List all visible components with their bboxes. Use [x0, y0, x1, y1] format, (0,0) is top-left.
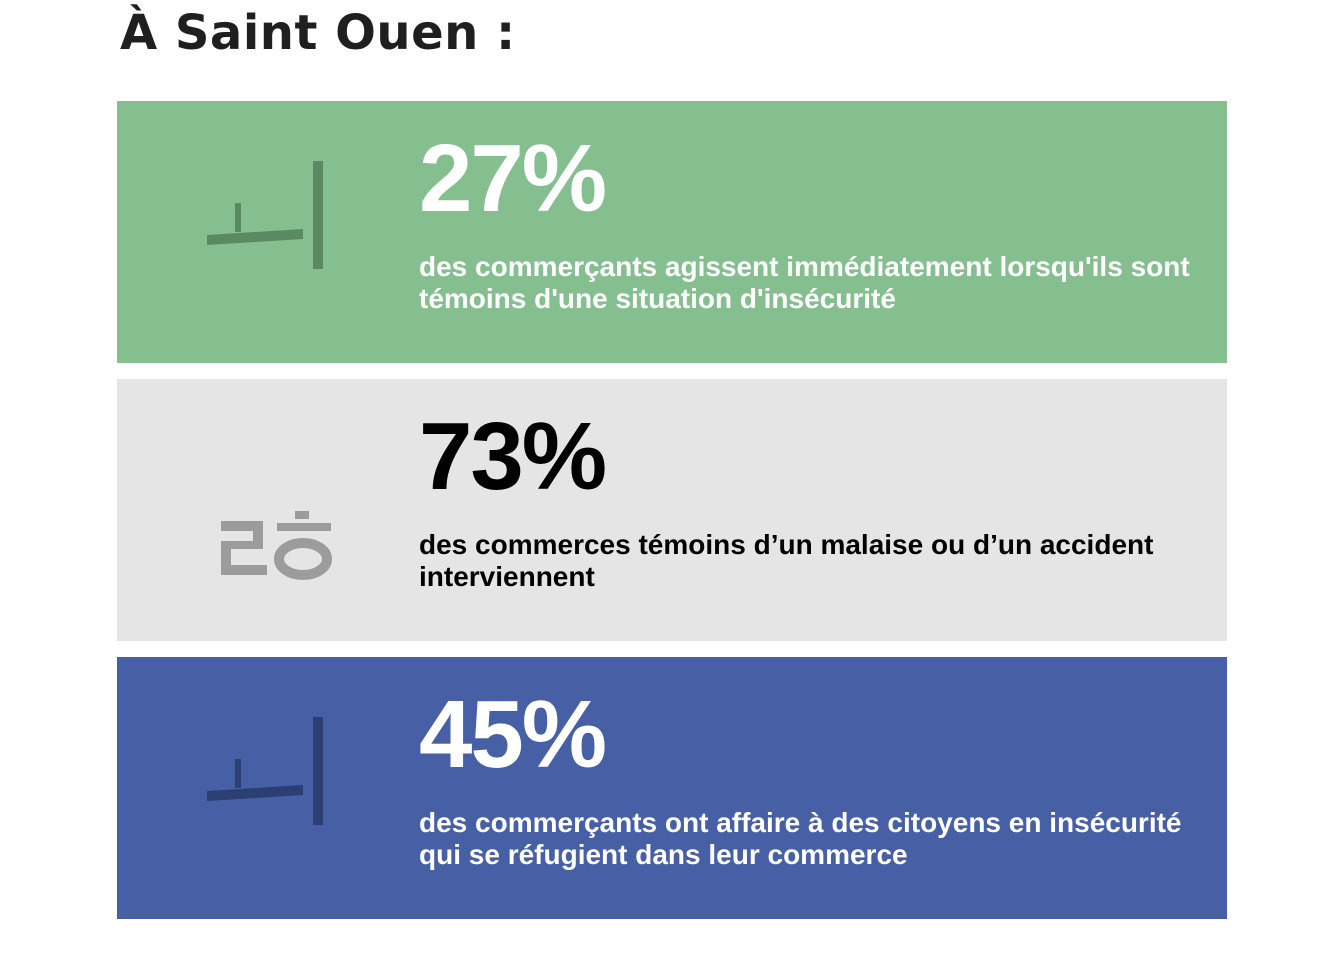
refuge-glyph-icon: [205, 715, 329, 825]
stat-value: 27%: [419, 125, 607, 232]
stat-description: des commerçants agissent immédiatement l…: [419, 251, 1190, 314]
stat-description: des commerces témoins d’un malaise ou d’…: [419, 529, 1154, 592]
glyph-stroke: [207, 785, 303, 801]
stat-value: 73%: [419, 403, 607, 510]
stat-card-commercants-agissent: 27% des commerçants agissent immédiateme…: [117, 101, 1227, 363]
glyph-stroke: [207, 229, 303, 245]
stat-card-citoyens-refugient: 45% des commerçants ont affaire à des ci…: [117, 657, 1227, 919]
stat-value: 45%: [419, 681, 607, 788]
glyph-stroke: [235, 203, 241, 232]
glyph-stroke: [274, 538, 332, 580]
glyph-stroke: [221, 521, 267, 575]
page-title: À Saint Ouen :: [120, 5, 516, 61]
glyph-stroke: [277, 523, 331, 531]
glyph-stroke: [313, 717, 323, 825]
glyph-stroke: [313, 161, 323, 269]
glyph-stroke: [295, 511, 309, 519]
action-glyph-icon: [205, 159, 329, 269]
stat-card-commerces-interviennent: 73% des commerces témoins d’un malaise o…: [117, 379, 1227, 641]
intervention-glyph-icon: [217, 509, 341, 619]
glyph-stroke: [235, 759, 241, 788]
stat-description: des commerçants ont affaire à des citoye…: [419, 807, 1182, 870]
